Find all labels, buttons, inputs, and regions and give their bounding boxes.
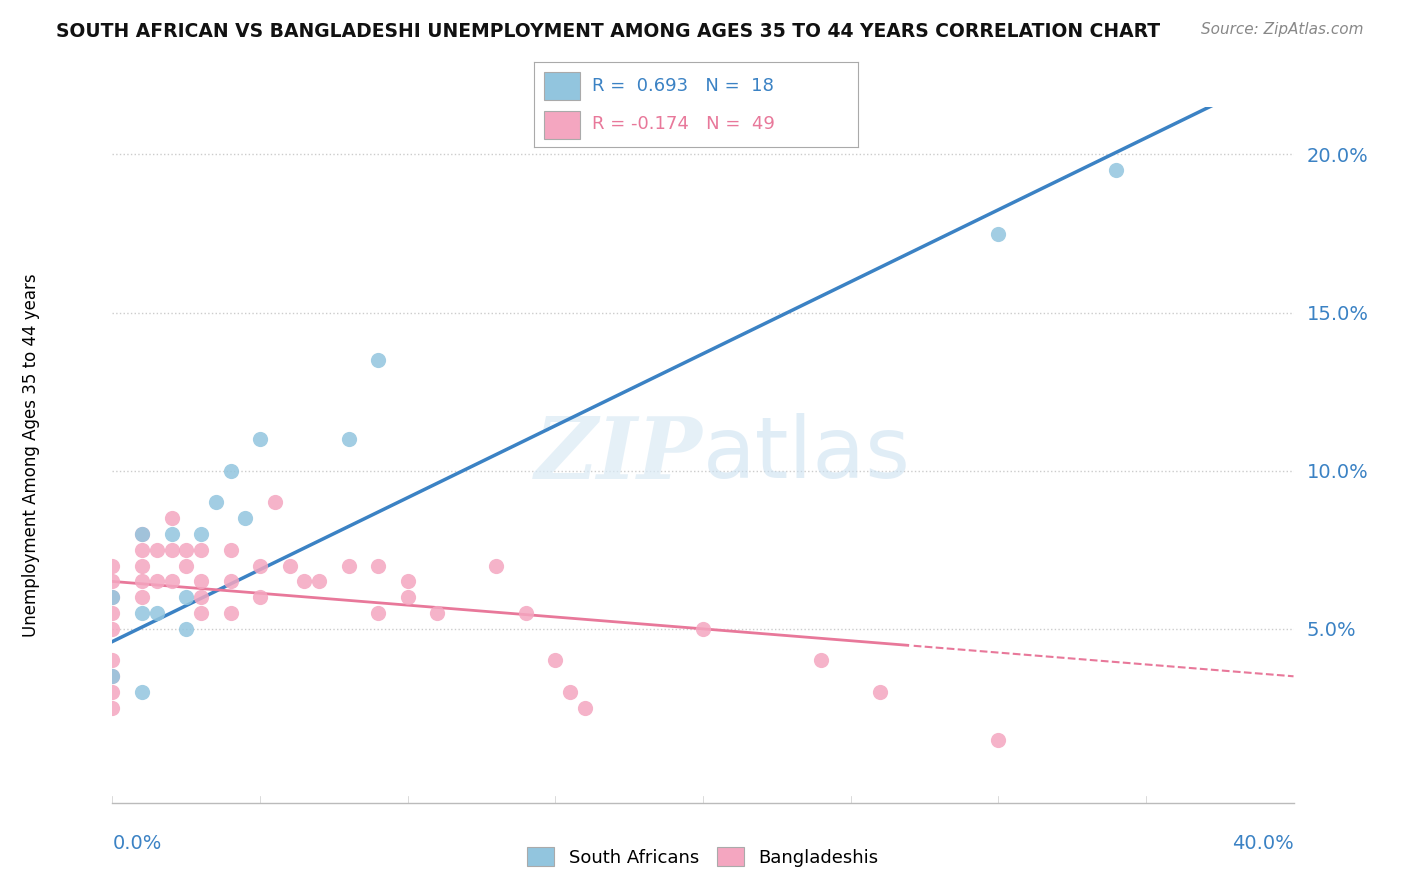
Point xyxy=(337,432,360,446)
Point xyxy=(131,558,153,573)
Point xyxy=(146,574,169,589)
Point xyxy=(101,701,124,715)
Point xyxy=(249,432,271,446)
Point xyxy=(101,574,124,589)
Point xyxy=(160,542,183,557)
Point xyxy=(292,574,315,589)
Point xyxy=(558,685,582,699)
Text: SOUTH AFRICAN VS BANGLADESHI UNEMPLOYMENT AMONG AGES 35 TO 44 YEARS CORRELATION : SOUTH AFRICAN VS BANGLADESHI UNEMPLOYMEN… xyxy=(56,22,1160,41)
Point xyxy=(174,558,197,573)
Point xyxy=(190,591,212,605)
Text: R = -0.174   N =  49: R = -0.174 N = 49 xyxy=(592,115,775,133)
Text: R =  0.693   N =  18: R = 0.693 N = 18 xyxy=(592,77,775,95)
Point xyxy=(101,685,124,699)
Point xyxy=(249,558,271,573)
Point xyxy=(337,558,360,573)
Point xyxy=(101,622,124,636)
Point xyxy=(367,606,389,620)
Point xyxy=(544,653,567,667)
Text: atlas: atlas xyxy=(703,413,911,497)
Point xyxy=(131,591,153,605)
Point xyxy=(146,542,169,557)
Legend: South Africans, Bangladeshis: South Africans, Bangladeshis xyxy=(520,840,886,874)
Point xyxy=(101,591,124,605)
Point xyxy=(174,591,197,605)
Point xyxy=(308,574,330,589)
Point xyxy=(219,464,242,478)
Point xyxy=(190,542,212,557)
Point xyxy=(160,511,183,525)
Point xyxy=(101,606,124,620)
Text: Unemployment Among Ages 35 to 44 years: Unemployment Among Ages 35 to 44 years xyxy=(22,273,39,637)
Point xyxy=(219,574,242,589)
Point xyxy=(692,622,714,636)
Text: 40.0%: 40.0% xyxy=(1232,834,1294,853)
Point xyxy=(101,558,124,573)
Point xyxy=(515,606,537,620)
Point xyxy=(987,227,1010,241)
Point xyxy=(146,606,169,620)
Point xyxy=(219,606,242,620)
Point xyxy=(174,542,197,557)
Point xyxy=(987,732,1010,747)
Point xyxy=(367,353,389,368)
Text: ZIP: ZIP xyxy=(536,413,703,497)
Point xyxy=(249,591,271,605)
Point xyxy=(264,495,287,509)
Point xyxy=(131,542,153,557)
Point xyxy=(160,527,183,541)
Point xyxy=(396,591,419,605)
Point xyxy=(233,511,256,525)
Point xyxy=(101,591,124,605)
Point xyxy=(367,558,389,573)
Point xyxy=(485,558,508,573)
Point xyxy=(101,669,124,683)
Point xyxy=(574,701,596,715)
FancyBboxPatch shape xyxy=(544,71,579,100)
Text: Source: ZipAtlas.com: Source: ZipAtlas.com xyxy=(1201,22,1364,37)
Point xyxy=(101,653,124,667)
Point xyxy=(426,606,449,620)
Point xyxy=(1105,163,1128,178)
Point xyxy=(131,606,153,620)
Point xyxy=(190,574,212,589)
Point xyxy=(205,495,228,509)
Point xyxy=(131,685,153,699)
Point xyxy=(131,527,153,541)
Point xyxy=(174,622,197,636)
Point xyxy=(869,685,891,699)
Point xyxy=(810,653,832,667)
Point xyxy=(101,669,124,683)
Point xyxy=(190,527,212,541)
Point xyxy=(396,574,419,589)
Point xyxy=(219,542,242,557)
FancyBboxPatch shape xyxy=(544,111,579,139)
Point xyxy=(160,574,183,589)
Point xyxy=(131,527,153,541)
Point xyxy=(190,606,212,620)
Point xyxy=(278,558,301,573)
Text: 0.0%: 0.0% xyxy=(112,834,162,853)
Point xyxy=(131,574,153,589)
